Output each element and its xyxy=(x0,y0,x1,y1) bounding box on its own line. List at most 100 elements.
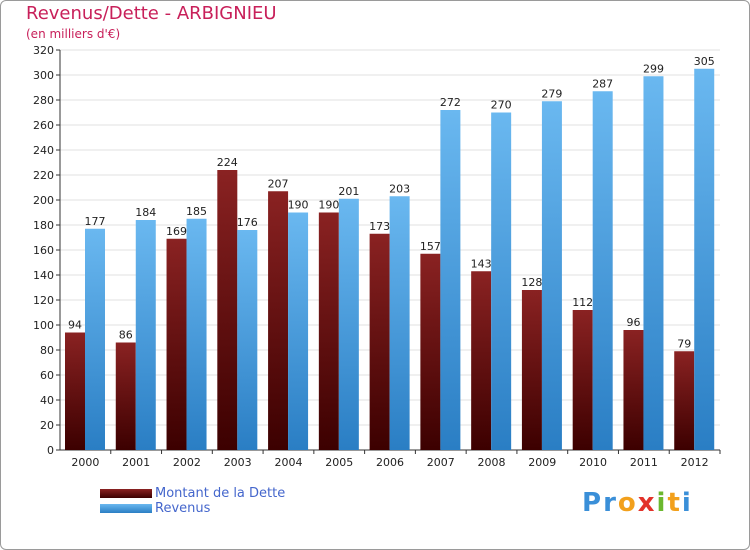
logo-letter: o xyxy=(617,488,638,518)
y-tick-label: 220 xyxy=(33,169,54,182)
data-label-revenue: 305 xyxy=(694,55,715,68)
chart-title: Revenus/Dette - ARBIGNIEU xyxy=(26,3,277,24)
x-tick-label: 2002 xyxy=(173,456,201,469)
bar-debt xyxy=(115,342,136,450)
bar-revenue xyxy=(592,91,613,450)
data-label-revenue: 299 xyxy=(643,62,664,75)
y-tick-label: 180 xyxy=(33,219,54,232)
bar-revenue xyxy=(491,112,512,450)
y-tick-label: 100 xyxy=(33,319,54,332)
bar-debt xyxy=(521,290,542,450)
y-tick-label: 160 xyxy=(33,244,54,257)
legend-label-debt: Montant de la Dette xyxy=(155,486,286,501)
data-label-revenue: 177 xyxy=(85,215,106,228)
y-tick-label: 120 xyxy=(33,294,54,307)
bar-debt xyxy=(471,271,492,450)
bar-debt xyxy=(65,332,85,450)
data-label-revenue: 272 xyxy=(440,96,461,109)
bar-debt xyxy=(623,330,644,450)
bar-revenue xyxy=(186,218,207,450)
bar-debt xyxy=(420,253,441,450)
data-label-revenue: 176 xyxy=(237,216,258,229)
data-label-debt: 143 xyxy=(471,257,492,270)
bar-revenue xyxy=(135,220,156,450)
y-tick-label: 0 xyxy=(47,444,54,457)
data-label-revenue: 270 xyxy=(491,99,512,112)
y-tick-label: 60 xyxy=(40,369,54,382)
data-label-revenue: 287 xyxy=(592,77,613,90)
axis-layer: 0 20 40 60 80 100 120 140 160 180 200 220 240 260 280 3… xyxy=(33,44,721,469)
bar-revenue xyxy=(389,196,410,450)
legend-label-revenue: Revenus xyxy=(155,501,211,516)
chart-subtitle: (en milliers d'€) xyxy=(26,27,121,41)
y-tick-label: 200 xyxy=(33,194,54,207)
data-label-debt: 94 xyxy=(68,319,82,332)
y-tick-label: 140 xyxy=(33,269,54,282)
data-label-debt: 86 xyxy=(119,329,133,342)
y-tick-label: 260 xyxy=(33,119,54,132)
bar-debt xyxy=(369,233,390,450)
bar-revenue xyxy=(541,101,562,450)
data-label-debt: 96 xyxy=(626,316,640,329)
x-tick-label: 2009 xyxy=(528,456,556,469)
bar-debt xyxy=(674,351,695,450)
data-label-revenue: 279 xyxy=(541,87,562,100)
data-label-revenue: 190 xyxy=(288,199,309,212)
y-tick-label: 320 xyxy=(33,44,54,57)
data-label-revenue: 185 xyxy=(186,205,207,218)
y-tick-label: 240 xyxy=(33,144,54,157)
y-tick-label: 280 xyxy=(33,94,54,107)
bar-revenue xyxy=(85,228,105,450)
bar-debt xyxy=(318,212,339,450)
logo-letter: i xyxy=(681,488,693,518)
bar-revenue xyxy=(694,68,715,450)
bar-debt xyxy=(268,191,289,450)
bar-revenue xyxy=(237,230,258,450)
data-label-debt: 169 xyxy=(166,225,187,238)
data-label-revenue: 203 xyxy=(389,182,410,195)
legend-swatch-debt xyxy=(100,489,152,498)
x-tick-label: 2008 xyxy=(478,456,506,469)
bar-revenue xyxy=(288,212,309,450)
x-tick-label: 2012 xyxy=(681,456,709,469)
data-label-debt: 173 xyxy=(369,220,390,233)
data-label-debt: 224 xyxy=(217,156,238,169)
data-label-debt: 157 xyxy=(420,240,441,253)
y-tick-label: 40 xyxy=(40,394,54,407)
x-tick-label: 2000 xyxy=(71,456,99,469)
x-tick-label: 2010 xyxy=(579,456,607,469)
y-tick-label: 20 xyxy=(40,419,54,432)
bar-debt xyxy=(166,238,187,450)
bar-debt xyxy=(217,170,238,450)
x-tick-label: 2001 xyxy=(122,456,150,469)
x-tick-label: 2011 xyxy=(630,456,658,469)
logo-letter: r xyxy=(603,488,618,518)
bar-revenue xyxy=(643,76,664,450)
data-label-debt: 128 xyxy=(521,276,542,289)
data-label-debt: 112 xyxy=(572,296,593,309)
x-tick-label: 2007 xyxy=(427,456,455,469)
bar-layer xyxy=(65,68,715,450)
x-tick-label: 2004 xyxy=(274,456,302,469)
data-label-revenue: 184 xyxy=(135,206,156,219)
proxiti-logo: Proxiti xyxy=(582,488,693,518)
bar-revenue xyxy=(440,110,461,450)
data-label-debt: 190 xyxy=(318,199,339,212)
data-label-debt: 79 xyxy=(677,337,691,350)
data-label-revenue: 201 xyxy=(338,185,359,198)
logo-letter: i xyxy=(656,488,668,518)
bar-revenue xyxy=(338,198,359,450)
x-tick-label: 2006 xyxy=(376,456,404,469)
x-tick-label: 2003 xyxy=(224,456,252,469)
y-tick-label: 80 xyxy=(40,344,54,357)
y-tick-label: 300 xyxy=(33,69,54,82)
legend-swatch-revenue xyxy=(100,504,152,513)
logo-letter: t xyxy=(667,488,682,518)
x-tick-label: 2005 xyxy=(325,456,353,469)
data-label-debt: 207 xyxy=(268,177,289,190)
logo-letter: x xyxy=(637,488,657,518)
bar-debt xyxy=(572,310,593,450)
logo-letter: P xyxy=(582,488,604,518)
